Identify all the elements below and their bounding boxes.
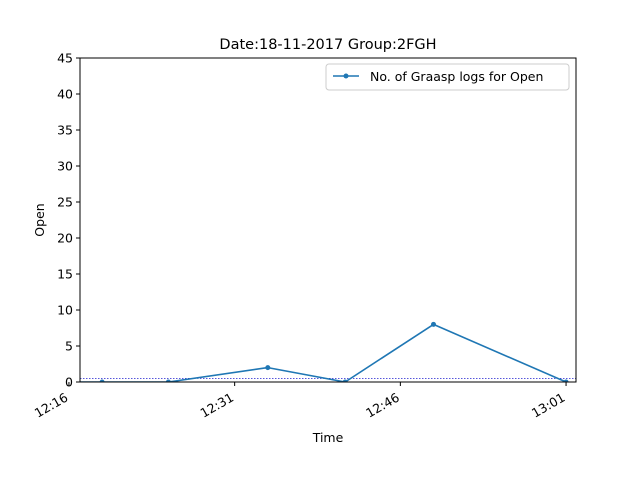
data-point [342, 379, 348, 382]
y-tick-label: 35 [57, 123, 73, 138]
data-point [563, 379, 569, 382]
data-point [165, 379, 171, 382]
y-axis: 0 5 10 15 20 25 30 35 40 45 [57, 51, 80, 390]
y-tick-label: 5 [65, 339, 73, 354]
y-axis-label: Open [32, 203, 47, 236]
axes-frame [79, 57, 577, 383]
legend-box [325, 63, 570, 91]
y-tick-label: 20 [57, 231, 73, 246]
legend: No. of Graasp logs for Open [325, 63, 570, 91]
y-tick-label: 10 [57, 303, 73, 318]
series-line [80, 323, 567, 382]
y-tick-label: 0 [65, 375, 73, 390]
legend-label: No. of Graasp logs for Open [370, 69, 543, 84]
y-tick-label: 45 [57, 51, 73, 66]
data-point [430, 321, 436, 327]
chart-title: Date:18-11-2017 Group:2FGH [219, 37, 436, 53]
y-tick-label: 15 [57, 267, 73, 282]
y-tick-label: 25 [57, 195, 73, 210]
x-axis-label: Time [312, 430, 344, 445]
y-tick-label: 30 [57, 159, 73, 174]
plot-area [80, 58, 576, 382]
legend-point-marker [343, 73, 349, 79]
y-tick-label: 40 [57, 87, 73, 102]
data-point [265, 365, 271, 371]
data-point [99, 379, 105, 382]
series-group [80, 321, 569, 382]
